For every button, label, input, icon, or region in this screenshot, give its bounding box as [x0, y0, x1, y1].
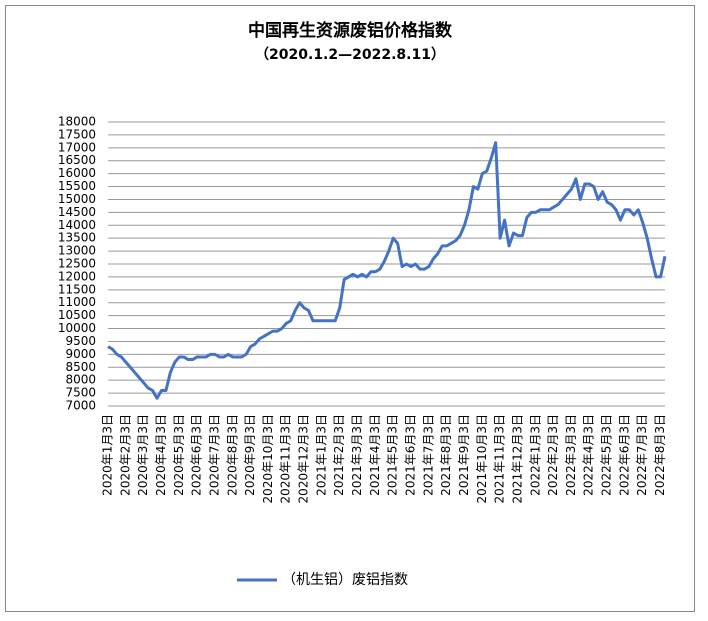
x-tick-label: 2021年7月3日 — [421, 414, 435, 496]
y-tick-label: 13500 — [58, 231, 96, 245]
y-tick-label: 12500 — [58, 257, 96, 271]
y-tick-label: 9000 — [65, 347, 96, 361]
y-tick-label: 10000 — [58, 321, 96, 335]
y-tick-label: 7500 — [65, 386, 96, 400]
y-tick-label: 8500 — [65, 360, 96, 374]
y-tick-label: 16500 — [58, 153, 96, 167]
y-tick-label: 16000 — [58, 166, 96, 180]
x-tick-label: 2022年3月3日 — [564, 414, 578, 496]
x-tick-label: 2020年1月3日 — [101, 414, 115, 496]
x-tick-label: 2021年10月3日 — [475, 414, 489, 503]
x-tick-label: 2021年4月3日 — [368, 414, 382, 496]
x-tick-label: 2020年11月3日 — [279, 414, 293, 503]
x-tick-label: 2020年4月3日 — [154, 414, 168, 496]
y-tick-label: 11500 — [58, 282, 96, 296]
x-tick-label: 2020年3月3日 — [136, 414, 150, 496]
x-tick-label: 2022年6月3日 — [617, 414, 631, 496]
x-tick-label: 2021年9月3日 — [457, 414, 471, 496]
y-tick-label: 11000 — [58, 295, 96, 309]
x-tick-label: 2020年7月3日 — [207, 414, 221, 496]
y-tick-label: 9500 — [65, 334, 96, 348]
legend-label: （机生铝）废铝指数 — [282, 572, 408, 588]
y-tick-label: 18000 — [58, 115, 96, 129]
chart-title: 中国再生资源废铝价格指数 — [248, 20, 453, 41]
x-tick-label: 2021年3月3日 — [350, 414, 364, 496]
y-tick-label: 17000 — [58, 140, 96, 154]
x-tick-label: 2021年8月3日 — [439, 414, 453, 496]
chart-frame — [5, 5, 695, 612]
x-tick-label: 2021年2月3日 — [332, 414, 346, 496]
x-tick-label: 2020年12月3日 — [297, 414, 311, 503]
y-tick-label: 7000 — [65, 399, 96, 413]
x-tick-label: 2021年1月3日 — [314, 414, 328, 496]
x-tick-label: 2021年5月3日 — [386, 414, 400, 496]
x-tick-label: 2020年10月3日 — [261, 414, 275, 503]
y-tick-label: 17500 — [58, 127, 96, 141]
x-tick-label: 2021年6月3日 — [404, 414, 418, 496]
x-tick-label: 2022年2月3日 — [546, 414, 560, 496]
x-tick-label: 2022年4月3日 — [582, 414, 596, 496]
x-tick-label: 2020年9月3日 — [243, 414, 257, 496]
x-tick-label: 2021年11月3日 — [493, 414, 507, 503]
y-tick-label: 14000 — [58, 218, 96, 232]
y-tick-label: 12000 — [58, 269, 96, 283]
x-tick-label: 2022年8月3日 — [653, 414, 667, 496]
x-tick-label: 2022年7月3日 — [635, 414, 649, 496]
y-tick-label: 13000 — [58, 244, 96, 258]
y-tick-label: 8000 — [65, 373, 96, 387]
x-tick-label: 2021年12月3日 — [510, 414, 524, 503]
x-tick-label: 2022年1月3日 — [528, 414, 542, 496]
x-tick-label: 2020年5月3日 — [172, 414, 186, 496]
y-tick-label: 15000 — [58, 192, 96, 206]
x-tick-label: 2020年2月3日 — [118, 414, 132, 496]
y-tick-label: 10500 — [58, 308, 96, 322]
x-tick-label: 2020年8月3日 — [225, 414, 239, 496]
data-line — [107, 141, 667, 400]
chart-subtitle: （2020.1.2—2022.8.11） — [255, 47, 445, 63]
y-tick-label: 15500 — [58, 179, 96, 193]
y-tick-label: 14500 — [58, 205, 96, 219]
x-tick-label: 2020年6月3日 — [190, 414, 204, 496]
x-tick-label: 2022年5月3日 — [600, 414, 614, 496]
